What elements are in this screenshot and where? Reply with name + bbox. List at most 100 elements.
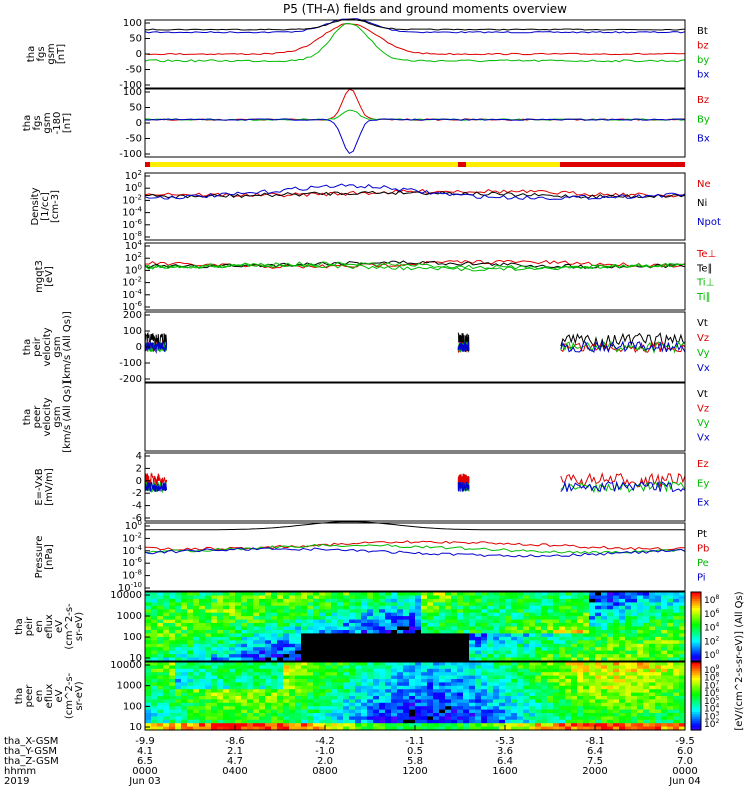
heatmap-cell [469, 636, 476, 641]
heatmap-cell [379, 682, 386, 687]
heatmap-cell [553, 668, 560, 673]
heatmap-cell [475, 633, 482, 638]
heatmap-cell [529, 643, 536, 648]
heatmap-cell [439, 640, 446, 645]
heatmap-cell [535, 605, 542, 610]
heatmap-cell [253, 616, 260, 621]
heatmap-cell [223, 619, 230, 624]
heatmap-cell [217, 713, 224, 717]
heatmap-cell [421, 699, 428, 704]
heatmap-cell [289, 602, 296, 607]
heatmap-cell [151, 623, 158, 627]
heatmap-cell [145, 619, 152, 624]
heatmap-cell [187, 654, 194, 659]
heatmap-cell [145, 726, 152, 731]
y-tick-label: 102 [125, 251, 142, 264]
heatmap-cell [535, 643, 542, 648]
heatmap-cell [313, 696, 320, 700]
heatmap-cell [289, 609, 296, 614]
heatmap-cell [661, 605, 668, 610]
heatmap-cell [259, 598, 266, 603]
heatmap-cell [289, 702, 296, 707]
heatmap-cell [607, 723, 614, 728]
heatmap-cell [565, 723, 572, 728]
heatmap-cell [541, 675, 548, 680]
heatmap-cell [571, 609, 578, 614]
heatmap-cell [667, 643, 674, 648]
heatmap-cell [271, 654, 278, 659]
heatmap-cell [601, 679, 608, 683]
heatmap-cell [457, 719, 464, 724]
heatmap-cell [253, 723, 260, 728]
heatmap-cell [613, 640, 620, 645]
heatmap-cell [361, 719, 368, 724]
heatmap-cell [475, 716, 482, 721]
heatmap-cell [169, 650, 176, 655]
heatmap-cell [229, 609, 236, 614]
heatmap-cell [607, 647, 614, 652]
heatmap-cell [259, 685, 266, 690]
heatmap-cell [151, 665, 158, 670]
heatmap-cell [679, 679, 686, 683]
series-line-Ex [457, 481, 470, 492]
heatmap-cell [295, 633, 302, 638]
heatmap-cell [373, 654, 380, 659]
heatmap-cell [193, 647, 200, 652]
heatmap-cell [673, 706, 680, 711]
heatmap-cell [343, 662, 350, 666]
heatmap-cell [343, 679, 350, 683]
heatmap-cell [583, 612, 590, 617]
heatmap-cell [355, 592, 362, 596]
heatmap-cell [223, 719, 230, 724]
heatmap-cell [385, 719, 392, 724]
heatmap-cell [583, 699, 590, 704]
heatmap-cell [301, 689, 308, 694]
heatmap-cell [667, 636, 674, 641]
heatmap-cell [217, 689, 224, 694]
heatmap-cell [469, 605, 476, 610]
heatmap-cell [343, 665, 350, 670]
heatmap-cell [607, 668, 614, 673]
heatmap-cell [169, 602, 176, 607]
heatmap-cell [205, 640, 212, 645]
heatmap-cell [265, 713, 272, 717]
heatmap-cell [319, 650, 326, 655]
heatmap-cell [487, 623, 494, 627]
y-label-line: [1/cc] [40, 192, 51, 221]
heatmap-cell [229, 665, 236, 670]
heatmap-cell [673, 643, 680, 648]
heatmap-cell [325, 692, 332, 697]
heatmap-cell [307, 616, 314, 621]
heatmap-cell [517, 647, 524, 652]
heatmap-cell [601, 643, 608, 648]
heatmap-cell [283, 657, 290, 662]
heatmap-cell [517, 626, 524, 631]
heatmap-cell [247, 619, 254, 624]
legend-density-Ne: Ne [697, 179, 711, 190]
heatmap-cell [379, 623, 386, 627]
heatmap-cell [235, 657, 242, 662]
heatmap-cell [553, 654, 560, 659]
heatmap-cell [217, 609, 224, 614]
heatmap-cell [331, 598, 338, 603]
heatmap-cell [379, 616, 386, 621]
heatmap-cell [199, 675, 206, 680]
heatmap-cell [163, 595, 170, 600]
heatmap-cell [595, 609, 602, 614]
heatmap-cell [577, 647, 584, 652]
heatmap-cell [307, 668, 314, 673]
heatmap-cell [325, 605, 332, 610]
heatmap-cell [289, 696, 296, 700]
heatmap-cell [331, 612, 338, 617]
heatmap-cell [481, 623, 488, 627]
legend-efield-Ez: Ez [697, 459, 709, 470]
heatmap-cell [601, 630, 608, 634]
heatmap-cell [409, 616, 416, 621]
heatmap-cell [145, 662, 152, 666]
heatmap-cell [313, 726, 320, 731]
heatmap-cell [493, 713, 500, 717]
heatmap-cell [547, 602, 554, 607]
heatmap-cell [643, 657, 650, 662]
heatmap-cell [247, 662, 254, 666]
heatmap-cell [487, 647, 494, 652]
